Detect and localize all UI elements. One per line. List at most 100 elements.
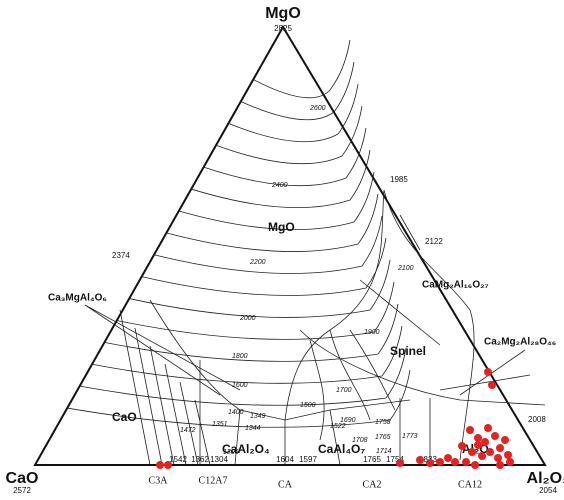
isotherm-label: 2000 [239, 315, 256, 322]
isotherm [149, 345, 175, 466]
isotherm-labels: 2600 2400 2200 2000 1800 1600 2100 1900 1700 1500… [180, 105, 418, 456]
isotherm [79, 347, 407, 406]
isotherm-label: 1600 [232, 382, 248, 389]
isotherm-label: 1714 [376, 448, 392, 455]
compound-label: CaMg₂Al₁₆O₂₇ [422, 280, 489, 291]
bottom-temp: 1754 [386, 455, 404, 464]
isotherm-label: 1306 [223, 449, 239, 456]
bottom-temp: 1542 [169, 455, 187, 464]
sample-point [491, 432, 499, 440]
isotherm [134, 327, 163, 466]
isotherm-label: 1765 [375, 434, 391, 441]
isotherm [228, 83, 359, 143]
sample-point [426, 459, 434, 467]
isotherm [194, 399, 211, 466]
isotherm-label: 1400 [228, 409, 244, 416]
sample-point [396, 459, 404, 467]
sample-point [496, 444, 504, 452]
sample-point [486, 448, 494, 456]
isotherm-label: 1800 [232, 353, 248, 360]
sample-point [478, 452, 486, 460]
isotherm [104, 303, 399, 362]
sample-point [501, 436, 509, 444]
sample-point [436, 458, 444, 466]
sample-point [484, 424, 492, 432]
sample-point [488, 381, 496, 389]
isotherm [164, 363, 187, 466]
isotherm [215, 105, 363, 165]
sample-point [458, 442, 466, 450]
sample-point [494, 454, 502, 462]
isotherm-label: 1349 [250, 413, 266, 420]
sample-point [496, 461, 504, 469]
vertex-temp: 2054 [539, 486, 557, 495]
isotherm [129, 259, 391, 318]
isotherm [203, 127, 367, 187]
triangle [33, 25, 547, 466]
sample-point [471, 461, 479, 469]
vertex-label: CaO [6, 470, 39, 487]
bottom-label: CA [278, 479, 293, 490]
isotherm-label: 1773 [402, 433, 418, 440]
compound-label: Ca₃MgAl₄O₆ [48, 293, 107, 304]
isotherm-label: 2200 [249, 259, 266, 266]
sample-point [474, 434, 482, 442]
sample-point [468, 448, 476, 456]
boundary [299, 329, 546, 406]
isotherm-label: 1472 [180, 427, 196, 434]
diagram-lines [67, 39, 546, 466]
sample-point [466, 426, 474, 434]
bottom-label: C12A7 [199, 475, 228, 486]
sample-point [444, 454, 452, 462]
boundary [383, 189, 475, 461]
isotherm [179, 381, 199, 466]
isotherm-label: 1351 [212, 421, 228, 428]
sample-point [462, 458, 470, 466]
isotherm-label: 1690 [340, 417, 356, 424]
isotherm-label: 1500 [300, 402, 316, 409]
bottom-temp: 1765 [363, 455, 381, 464]
boundary [284, 189, 385, 421]
isotherm [116, 281, 395, 340]
edge-temp: 2374 [112, 251, 130, 260]
vertex-label: Al₂O₃ [527, 470, 564, 487]
edge-temp: 2008 [528, 415, 546, 424]
isotherm-label: 1758 [375, 419, 391, 426]
sample-point [164, 461, 172, 469]
isotherm [178, 171, 375, 230]
isotherm-label: 1522 [330, 423, 346, 430]
isotherm [153, 215, 383, 274]
bottom-label: C3A [149, 475, 169, 486]
vertex-label: MgO [265, 5, 301, 22]
sample-point [416, 456, 424, 464]
isotherm-label: 2100 [397, 265, 414, 272]
sample-point [506, 458, 514, 466]
bottom-temp: 1604 [276, 455, 294, 464]
isotherm-label: 2600 [309, 105, 326, 112]
leader [84, 214, 531, 396]
isotherm-label: 1900 [364, 329, 380, 336]
isotherm-label: 2400 [271, 182, 288, 189]
isotherm [191, 149, 371, 209]
region-label: CaAl₄O₇ [318, 442, 365, 456]
isotherm [253, 39, 351, 99]
boundary [199, 360, 431, 466]
sample-point [451, 458, 459, 466]
bottom-temp: 1597 [299, 455, 317, 464]
bottom-temp: 1304 [210, 455, 228, 464]
sample-points [156, 368, 514, 469]
bottom-temp: 1362 [191, 455, 209, 464]
region-label: MgO [268, 220, 295, 234]
isotherm-label: 1708 [352, 437, 368, 444]
sample-point [156, 461, 164, 469]
region-label: CaO [112, 410, 137, 424]
edge-temp: 1985 [390, 175, 408, 184]
sample-point [474, 441, 482, 449]
vertex-temp: 2572 [13, 486, 31, 495]
vertex-temp: 2825 [274, 24, 292, 33]
boundary [149, 299, 411, 421]
compound-label: Ca₂Mg₂Al₂₈O₄₆ [484, 337, 556, 348]
isotherm [119, 309, 151, 466]
isotherm [309, 329, 396, 441]
